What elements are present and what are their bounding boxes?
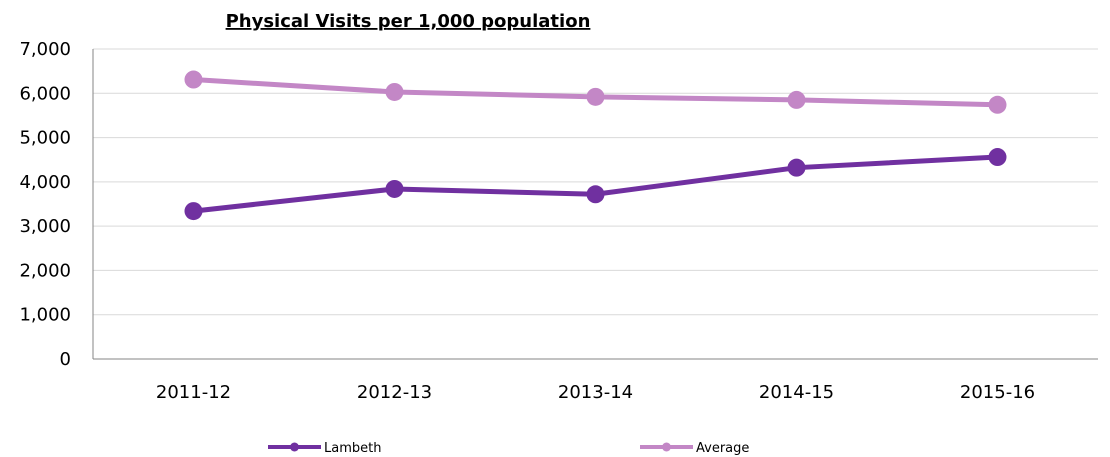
y-tick-label: 3,000 bbox=[19, 216, 71, 237]
data-point bbox=[787, 158, 806, 177]
legend-marker bbox=[290, 442, 299, 452]
legend-item-lambeth: Lambeth bbox=[268, 441, 381, 456]
data-point bbox=[586, 185, 605, 204]
legend-label: Average bbox=[696, 441, 749, 456]
y-tick-label: 1,000 bbox=[19, 305, 71, 326]
series-lambeth bbox=[184, 148, 1007, 221]
series-average bbox=[184, 70, 1007, 114]
legend-item-average: Average bbox=[640, 441, 749, 456]
y-tick-label: 4,000 bbox=[19, 172, 71, 193]
x-tick-label: 2013-14 bbox=[558, 382, 633, 403]
y-tick-label: 5,000 bbox=[19, 128, 71, 149]
x-tick-label: 2015-16 bbox=[960, 382, 1035, 403]
x-tick-label: 2011-12 bbox=[156, 382, 231, 403]
data-point bbox=[385, 179, 404, 198]
data-point bbox=[385, 82, 404, 101]
legend-label: Lambeth bbox=[324, 441, 381, 456]
data-point bbox=[586, 87, 605, 106]
data-point bbox=[184, 70, 203, 89]
data-point bbox=[988, 148, 1007, 167]
chart-title: Physical Visits per 1,000 population bbox=[226, 11, 591, 32]
y-tick-label: 0 bbox=[60, 349, 71, 370]
y-tick-label: 2,000 bbox=[19, 260, 71, 281]
data-point bbox=[787, 90, 806, 109]
y-tick-label: 7,000 bbox=[19, 39, 71, 60]
y-tick-label: 6,000 bbox=[19, 83, 71, 104]
x-tick-label: 2012-13 bbox=[357, 382, 432, 403]
data-point bbox=[184, 202, 203, 221]
data-point bbox=[988, 95, 1007, 114]
legend-marker bbox=[662, 442, 671, 452]
x-tick-label: 2014-15 bbox=[759, 382, 834, 403]
